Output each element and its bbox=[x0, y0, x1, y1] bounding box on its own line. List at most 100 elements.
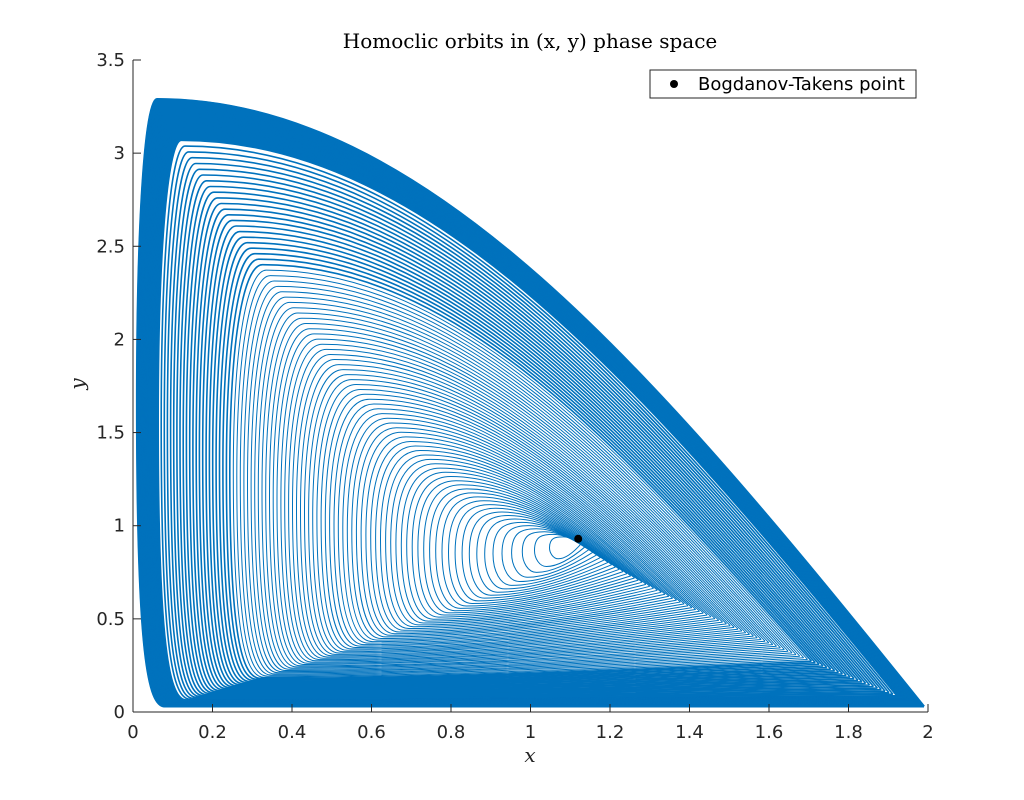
x-tick-label: 1.6 bbox=[755, 722, 784, 743]
orbit-curve bbox=[188, 197, 859, 692]
orbit-curve bbox=[236, 275, 805, 677]
orbit-curve bbox=[276, 333, 762, 664]
orbit-curve bbox=[333, 403, 708, 646]
bt-point bbox=[574, 534, 583, 543]
orbit-curve bbox=[291, 353, 747, 659]
orbit-curve bbox=[342, 413, 700, 643]
orbit-curve bbox=[299, 364, 739, 657]
orbit-curve bbox=[484, 518, 605, 590]
orbit-curve bbox=[411, 475, 647, 618]
orbit-curve bbox=[370, 440, 677, 633]
orbit-curve bbox=[390, 458, 662, 626]
y-tick-label: 1.5 bbox=[96, 423, 125, 444]
x-tick-label: 1.8 bbox=[834, 722, 863, 743]
orbit-curve bbox=[346, 417, 697, 641]
orbit-curve bbox=[400, 467, 654, 622]
y-tick-label: 3 bbox=[114, 143, 125, 164]
y-tick-labels: 0 0.5 1 1.5 2 2.5 3 3.5 bbox=[96, 50, 125, 723]
orbit-curve bbox=[137, 101, 923, 708]
x-axis-label: x bbox=[524, 743, 535, 767]
orbit-curve bbox=[417, 480, 643, 616]
orbit-curve bbox=[461, 507, 616, 599]
orbit-curve bbox=[272, 328, 766, 666]
orbit-curve bbox=[295, 358, 743, 658]
x-tick-label: 1.4 bbox=[675, 722, 704, 743]
orbit-curve bbox=[254, 301, 785, 672]
orbit-curve bbox=[429, 488, 635, 612]
orbit-curve bbox=[195, 208, 851, 690]
y-tick-label: 0 bbox=[114, 702, 125, 723]
orbit-curve bbox=[521, 531, 590, 573]
orbit-curve bbox=[208, 230, 836, 686]
orbit-curve bbox=[337, 408, 704, 644]
orbit-curve bbox=[157, 139, 898, 701]
orbit-curve bbox=[375, 445, 674, 631]
x-tick-label: 0.6 bbox=[357, 722, 386, 743]
orbit-curve bbox=[218, 247, 824, 683]
orbit-curve bbox=[198, 213, 847, 689]
y-tick-label: 3.5 bbox=[96, 50, 125, 71]
orbit-curve bbox=[151, 128, 905, 703]
orbit-curve bbox=[351, 422, 693, 640]
orbit-curve bbox=[239, 280, 801, 676]
legend: Bogdanov-Takens point bbox=[649, 69, 917, 99]
y-tick-label: 1 bbox=[114, 516, 125, 537]
orbit-curve bbox=[320, 388, 720, 650]
orbit-curve bbox=[154, 133, 902, 703]
orbit-curve bbox=[303, 369, 735, 655]
orbit-curve bbox=[365, 436, 681, 635]
orbit-curve bbox=[192, 202, 855, 691]
orbit-curve bbox=[205, 225, 840, 687]
axes bbox=[132, 59, 929, 713]
legend-label: Bogdanov-Takens point bbox=[698, 74, 905, 95]
x-tick-label: 0 bbox=[127, 722, 138, 743]
orbit-curve bbox=[379, 449, 670, 630]
orbit-curve bbox=[501, 525, 597, 583]
orbit-curve bbox=[511, 528, 594, 578]
orbit-curve bbox=[268, 322, 770, 667]
orbit-curve bbox=[329, 398, 712, 647]
orbit-curve bbox=[185, 191, 863, 693]
chart-title: Homoclic orbits in (x, y) phase space bbox=[343, 29, 717, 53]
orbit-curves bbox=[135, 97, 925, 708]
orbit-curve bbox=[454, 504, 620, 602]
x-tick-label: 1.2 bbox=[596, 722, 625, 743]
orbit-curve bbox=[385, 454, 666, 628]
orbit-curve bbox=[355, 427, 689, 638]
orbit-curve bbox=[250, 296, 789, 673]
x-tick-label: 1 bbox=[525, 722, 536, 743]
orbit-curve bbox=[395, 463, 658, 624]
bt-points bbox=[574, 534, 583, 543]
orbit-curve bbox=[360, 431, 685, 636]
orbit-curve bbox=[312, 379, 727, 653]
y-tick-label: 2.5 bbox=[96, 236, 125, 257]
orbit-curve bbox=[140, 107, 919, 707]
orbit-curve bbox=[166, 156, 886, 699]
orbit-curve bbox=[308, 374, 731, 654]
y-tick-label: 0.5 bbox=[96, 609, 125, 630]
orbit-curve bbox=[441, 496, 628, 607]
orbit-curve bbox=[160, 145, 894, 701]
orbit-curve bbox=[423, 484, 639, 614]
x-tick-labels: 0 0.2 0.4 0.6 0.8 1 1.2 1.4 1.6 1.8 2 bbox=[127, 722, 933, 743]
orbit-curve bbox=[316, 383, 723, 651]
orbit-curve bbox=[447, 500, 624, 605]
orbit-curve bbox=[492, 521, 601, 586]
orbit-curve bbox=[143, 112, 916, 706]
orbit-curve bbox=[169, 162, 882, 698]
legend-marker bbox=[670, 80, 678, 88]
x-tick-label: 0.2 bbox=[198, 722, 227, 743]
orbit-curve bbox=[179, 179, 871, 695]
orbit-curve bbox=[232, 269, 808, 678]
orbit-curve bbox=[257, 307, 781, 670]
orbit-curve bbox=[225, 258, 816, 681]
orbit-curve bbox=[135, 97, 925, 708]
orbit-curve bbox=[288, 348, 750, 661]
orbit-curve bbox=[265, 317, 774, 668]
orbit-curve bbox=[211, 236, 832, 685]
x-tick-label: 2 bbox=[922, 722, 933, 743]
orbit-curve bbox=[324, 393, 716, 649]
orbit-curve bbox=[261, 312, 777, 669]
orbit-curve bbox=[435, 492, 632, 609]
